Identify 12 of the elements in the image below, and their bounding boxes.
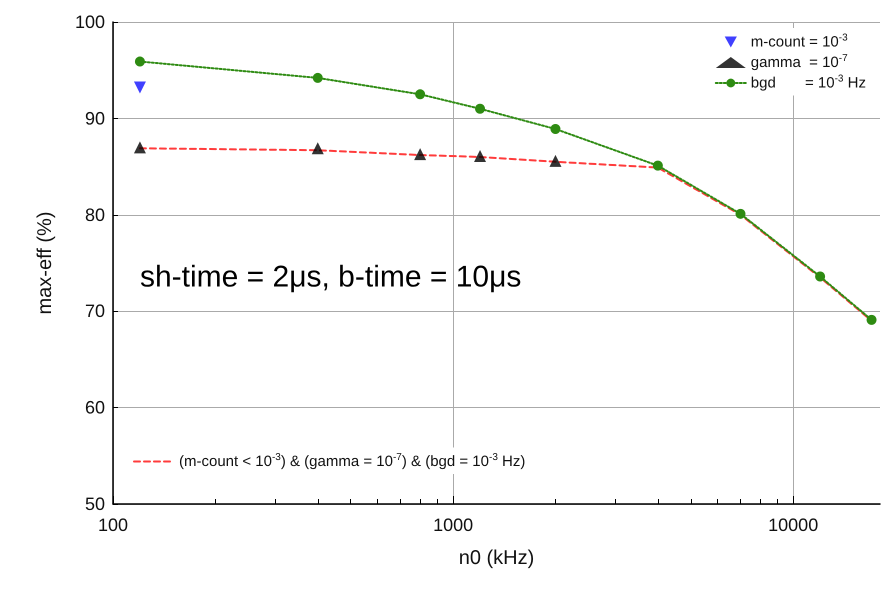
annotation: sh-time = 2μs, b-time = 10μs [140, 260, 522, 294]
x-tick-label: 100 [98, 515, 128, 535]
y-tick-label: 70 [84, 301, 105, 322]
y-tick-label: 60 [84, 398, 105, 418]
y-tick-label: 80 [84, 204, 105, 225]
y-tick-label: 90 [84, 108, 105, 128]
y-tick-label: 50 [84, 494, 105, 514]
y-axis-title: max-eff (%) [34, 212, 56, 314]
y-tick-label: 100 [74, 12, 105, 32]
x-tick-label: 1000 [433, 515, 474, 535]
x-tick-label: 10000 [768, 515, 818, 535]
x-axis-title: n0 (kHz) [458, 547, 534, 569]
